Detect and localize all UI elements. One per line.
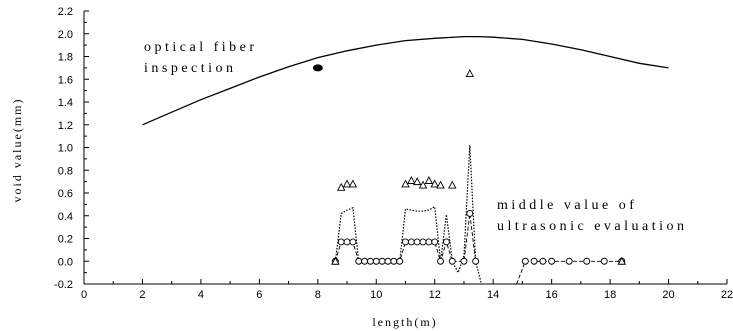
data-point [448,257,456,265]
x-tick-label: 20 [662,289,674,301]
y-tick-label: 1.4 [58,97,73,109]
x-tick-label: 6 [256,289,262,301]
annotation-optical-fiber-line-2: inspection [144,61,237,76]
data-point [465,69,475,78]
data-point [448,180,457,189]
data-point [418,180,428,189]
series-layer [142,35,669,285]
y-tick-label: 1.0 [58,143,73,155]
x-axis-label: length(m) [372,315,437,329]
data-point [407,176,416,184]
data-point [425,238,433,246]
y-tick-label: 0.2 [58,234,73,246]
data-point [539,257,547,265]
data-point [600,257,608,265]
data-point [413,238,421,246]
x-tick-label: 4 [198,289,204,301]
x-tick-label: 2 [139,289,145,301]
data-point [343,238,351,246]
data-point [378,257,386,265]
data-point [407,238,415,246]
data-point [430,179,439,188]
series-line [334,145,483,285]
data-point [348,179,358,188]
data-point [419,238,427,246]
x-tick-label: 16 [546,289,558,301]
data-point [312,64,323,72]
y-tick-label: 2.2 [58,6,73,18]
series-line [516,260,622,285]
annotation-optical-fiber-line-1: optical fiber [144,40,258,55]
data-point [617,256,627,265]
x-tick-label: 12 [429,289,441,301]
data-point [372,257,380,265]
data-point [437,257,445,265]
data-point [384,257,392,265]
annotation-ultrasonic-line-1: middle value of [497,198,637,213]
y-tick-label: 1.8 [58,52,73,64]
data-point [331,256,340,265]
data-point [460,257,468,265]
data-point [466,210,474,217]
data-point [349,238,357,246]
data-point [583,257,591,265]
data-point [355,257,363,265]
data-point [361,257,369,265]
y-tick-label: 1.6 [58,74,73,86]
data-point [431,238,439,246]
x-tick-label: 0 [81,289,87,301]
data-point [402,238,409,246]
y-tick-label: -0.2 [54,279,73,291]
data-point [548,257,556,265]
data-point [472,257,480,265]
data-point [436,180,445,189]
x-tick-label: 8 [315,289,321,301]
annotation-ultrasonic-line-2: ultrasonic evaluation [497,219,688,234]
y-tick-label: 0.8 [58,165,73,177]
data-point [390,257,398,265]
y-tick-label: 2.0 [58,29,73,41]
y-tick-label: 0.6 [58,188,73,200]
data-point [342,179,352,188]
y-axis-label: void value(mm) [10,98,24,203]
data-point [337,238,345,246]
x-tick-label: 18 [604,289,616,301]
series-line [142,35,669,126]
y-tick-label: 0.4 [58,211,73,223]
y-tick-label: 1.2 [58,120,73,132]
data-point [396,257,404,265]
data-point [424,176,434,184]
x-tick-label: 10 [370,289,382,301]
data-point [565,257,573,265]
x-tick-label: 14 [487,289,499,301]
axes: 0 2 4 6 8 10 12 14 16 18 20 22 -0.2 0.0 0.2 0.4 0.6 0.8 1.… [54,6,733,301]
x-tick-label: 22 [721,289,733,301]
data-point [521,257,529,265]
data-point [412,177,422,186]
data-point [530,257,538,265]
data-point [366,257,374,265]
data-point [442,238,450,246]
y-tick-label: 0.0 [58,256,73,268]
